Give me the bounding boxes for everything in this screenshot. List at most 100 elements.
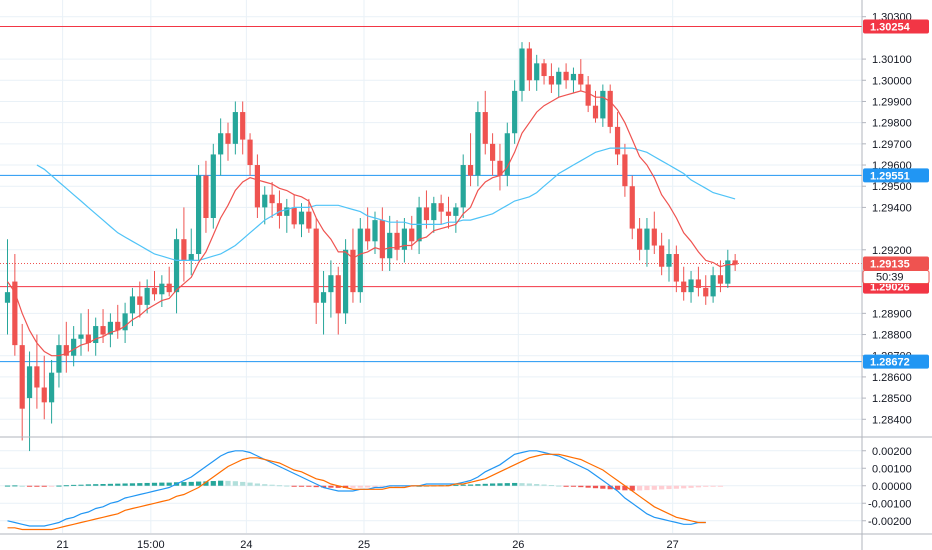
macd-histogram-bar: [247, 482, 253, 486]
candle-body: [556, 71, 562, 85]
macd-histogram-bar: [313, 485, 319, 488]
macd-histogram-bar: [85, 484, 91, 486]
macd-histogram-bar: [585, 485, 591, 488]
candle-body: [548, 76, 554, 85]
macd-tick-label: -0.00200: [868, 516, 911, 528]
candle: [137, 281, 143, 318]
candle: [592, 90, 599, 123]
candle-body: [541, 63, 547, 77]
candle-body: [409, 228, 415, 242]
candle: [159, 275, 165, 307]
macd-histogram-bar: [629, 485, 635, 491]
candle: [372, 211, 378, 255]
candle: [350, 228, 356, 303]
ma-slow-line: [36, 147, 736, 261]
macd-histogram-bar: [607, 485, 613, 490]
price-tick-label: 1.30000: [872, 75, 912, 87]
candle-body: [12, 281, 18, 346]
price-tick-label: 1.29800: [872, 118, 912, 130]
candle-body: [115, 321, 121, 331]
candle-body: [56, 345, 62, 373]
candle-body: [247, 139, 253, 166]
candle-body: [335, 275, 341, 314]
candle-body: [578, 73, 584, 85]
candle-body: [717, 275, 724, 284]
macd-histogram-bar: [614, 485, 621, 490]
candle: [600, 84, 606, 127]
candle: [666, 239, 672, 282]
candle: [218, 118, 224, 176]
candle-body: [107, 321, 113, 335]
candle: [306, 198, 312, 233]
time-tick-label: 26: [512, 539, 524, 550]
macd-histogram-bar: [12, 485, 18, 487]
macd-histogram-bar: [232, 481, 238, 486]
candle-body: [673, 254, 679, 282]
candle-body: [666, 254, 672, 267]
candle-body: [460, 165, 466, 208]
candle: [453, 203, 459, 233]
macd-histogram-bar: [563, 485, 569, 487]
candle-body: [497, 160, 503, 176]
candle-body: [504, 133, 510, 176]
candle: [534, 54, 540, 91]
candle-body: [467, 165, 474, 176]
macd-histogram-bar: [556, 485, 562, 487]
candle: [431, 196, 437, 233]
level-price-tag-bg[interactable]: [863, 19, 929, 34]
candle: [644, 218, 650, 267]
candle: [717, 260, 724, 293]
candle: [298, 203, 305, 238]
time-tick-label: 27: [667, 539, 679, 550]
candle: [41, 355, 47, 420]
price-levels: [0, 25, 862, 363]
macd-histogram-bar: [188, 481, 194, 486]
candle: [247, 133, 253, 176]
macd-histogram-bar: [710, 485, 716, 487]
candle-body: [614, 126, 621, 155]
candlestick-series: [4, 42, 738, 452]
candle: [166, 266, 172, 297]
macd-histogram-bar: [526, 483, 532, 486]
time-tick-label: 24: [240, 539, 252, 550]
ma-fast-line: [7, 90, 736, 357]
candle-body: [26, 366, 33, 399]
candle: [681, 266, 687, 301]
candle-body: [372, 220, 378, 242]
macd-histogram-bar: [695, 485, 701, 488]
candle: [343, 239, 349, 324]
macd-histogram-bar: [210, 481, 216, 486]
candle-body: [350, 249, 356, 293]
candle: [276, 190, 283, 229]
level-price-tag-bg[interactable]: [863, 354, 929, 369]
candle: [269, 181, 275, 218]
candle-body: [732, 260, 738, 265]
macd-histogram-bar: [703, 485, 709, 487]
signal-line: [7, 453, 706, 531]
price-tick-label: 1.30100: [872, 54, 912, 66]
candle: [262, 186, 268, 225]
candle: [673, 245, 679, 293]
macd-histogram-bar: [365, 485, 371, 488]
candle-body: [695, 279, 701, 288]
candle: [122, 302, 128, 344]
level-price-tag-label: 1.28672: [870, 357, 910, 369]
candle-body: [269, 194, 275, 204]
candle: [578, 59, 584, 91]
time-tick-label: 15:00: [137, 539, 165, 550]
candle-body: [122, 313, 128, 331]
candle-body: [512, 90, 518, 134]
level-price-tag-bg[interactable]: [863, 168, 929, 183]
macd-histogram-bar: [673, 485, 679, 489]
current-price-tag-bg[interactable]: [863, 256, 929, 271]
candle-body: [196, 175, 202, 255]
macd-histogram-bar: [144, 482, 150, 486]
candle: [438, 194, 444, 225]
candle-body: [63, 345, 69, 356]
macd-histogram-bar: [717, 485, 724, 487]
candle: [659, 232, 665, 276]
macd-line: [7, 450, 706, 527]
candle: [710, 266, 716, 303]
